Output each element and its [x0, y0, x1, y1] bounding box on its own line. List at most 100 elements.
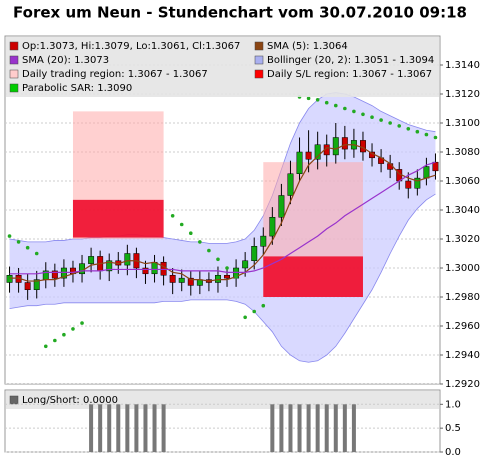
candle-body: [332, 137, 339, 156]
candle-body: [6, 275, 13, 283]
sar-dot: [7, 234, 12, 238]
legend-swatch: [254, 55, 264, 65]
candle-body: [260, 235, 267, 247]
sar-dot: [71, 327, 75, 331]
bar: [342, 404, 347, 452]
candle-body: [224, 275, 230, 279]
legend-swatch: [9, 41, 19, 51]
candle-body: [106, 260, 113, 272]
y-tick-label: 1.0: [445, 399, 461, 410]
legend-swatch: [9, 69, 19, 79]
y-tick-label: 1.3100: [445, 118, 480, 129]
candle-body: [269, 217, 276, 237]
bar: [315, 404, 320, 452]
region: [263, 256, 363, 297]
candle-body: [414, 177, 421, 189]
sar-dot: [433, 135, 438, 140]
bar: [288, 404, 293, 452]
sar-dot: [315, 98, 320, 102]
candle-body: [187, 277, 194, 286]
candle-body: [88, 256, 95, 264]
bar: [297, 404, 302, 452]
y-tick-label: 1.2920: [445, 379, 480, 390]
legend-swatch: [254, 41, 264, 51]
sar-dot: [53, 338, 57, 343]
sar-dot: [324, 100, 329, 105]
legend-swatch: [9, 83, 19, 93]
candle-body: [124, 253, 131, 266]
bar: [324, 404, 329, 452]
y-tick-label: 1.2940: [445, 350, 480, 361]
legend-label: Daily trading region: 1.3067 - 1.3067: [22, 69, 208, 80]
y-tick-label: 1.3020: [445, 234, 480, 245]
candle-body: [242, 260, 249, 269]
candle-body: [142, 267, 149, 275]
bar: [98, 404, 103, 452]
candle-body: [405, 180, 412, 189]
candle-body: [278, 195, 285, 218]
candle-body: [341, 137, 348, 150]
legend-label: Daily S/L region: 1.3067 - 1.3067: [267, 69, 432, 80]
sar-dot: [80, 321, 84, 325]
candle-body: [169, 275, 176, 283]
sar-dot: [352, 109, 356, 114]
sar-dot: [216, 257, 220, 262]
bar: [116, 404, 121, 452]
bar: [270, 404, 275, 452]
y-tick-label: 1.3000: [445, 263, 480, 274]
sma-line: [9, 161, 436, 275]
candle-body: [314, 144, 321, 160]
sar-dot: [234, 274, 238, 279]
candle-body: [305, 151, 312, 160]
candle-body: [215, 275, 221, 283]
sar-dot: [34, 251, 39, 256]
bar: [152, 404, 157, 452]
sar-dot: [306, 96, 311, 101]
bar: [161, 404, 166, 452]
bollinger-lower: [9, 193, 436, 363]
bar: [134, 404, 139, 452]
candle-body: [160, 261, 167, 276]
legend-label: Parabolic SAR: 1.3090: [22, 83, 132, 94]
bar: [107, 404, 112, 452]
chart-title: Forex um Neun - Stundenchart vom 30.07.2…: [13, 4, 467, 22]
candle-body: [151, 261, 158, 275]
y-tick-label: 1.3140: [445, 60, 480, 71]
y-tick-label: 1.2980: [445, 292, 480, 303]
candle-body: [287, 173, 294, 196]
sar-dot: [261, 303, 266, 308]
sar-dot: [207, 248, 211, 253]
legend-swatch: [9, 55, 19, 65]
sar-dot: [379, 118, 383, 122]
candle-body: [24, 282, 31, 290]
bar: [125, 404, 130, 452]
sar-dot: [243, 315, 247, 320]
sar-dot: [179, 222, 184, 227]
sar-dot: [170, 214, 175, 218]
legend-swatch: [9, 395, 19, 405]
bar: [351, 404, 356, 452]
region: [72, 199, 164, 238]
sar-dot: [252, 309, 257, 314]
sar-dot: [370, 115, 374, 119]
sar-dot: [333, 103, 338, 108]
sar-dot: [406, 127, 411, 131]
sar-dot: [16, 240, 21, 244]
y-tick-label: 1.3120: [445, 89, 480, 100]
sar-dot: [415, 129, 420, 134]
sar-dot: [43, 344, 48, 349]
bar: [143, 404, 148, 452]
sar-dot: [343, 106, 347, 111]
y-tick-label: 1.3040: [445, 205, 480, 216]
candle-body: [79, 263, 85, 275]
legend-label: Long/Short: 0.0000: [22, 395, 118, 406]
sar-dot: [361, 112, 365, 117]
y-tick-label: 0.0: [445, 447, 461, 457]
sar-dot: [388, 121, 392, 125]
candle-body: [60, 267, 67, 279]
candle-body: [51, 270, 58, 279]
bar: [333, 404, 338, 452]
candle-body: [33, 279, 40, 291]
candle-body: [251, 246, 258, 261]
